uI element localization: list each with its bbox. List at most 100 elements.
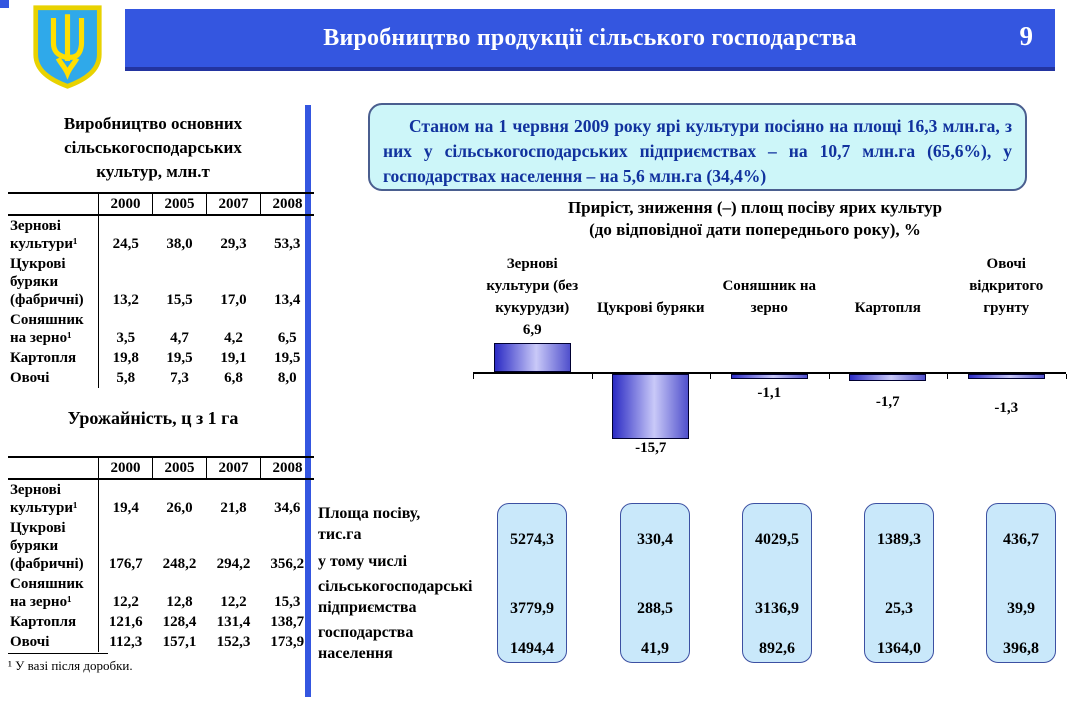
page-number: 9: [1019, 21, 1034, 51]
area-box-value-enterprises: 3779,9: [510, 600, 554, 617]
value-cell: 19,8: [112, 350, 139, 366]
area-box: 436,7 39,9 396,8: [986, 503, 1056, 663]
year-header-cell: 2007: [206, 192, 261, 216]
area-box-value-households: 1364,0: [877, 640, 921, 657]
value-cell: 26,0: [166, 500, 193, 516]
row-label-cell: Овочі: [8, 368, 99, 388]
value-cell: 19,4: [112, 500, 139, 516]
page-title: Виробництво продукції сільського господа…: [323, 24, 857, 51]
row-label-cell: Овочі: [8, 632, 99, 652]
footnote-rule: [8, 653, 108, 654]
area-row-label: у тому числі: [318, 553, 408, 570]
value-cell: 3,5: [116, 330, 136, 346]
area-box-value-total: 330,4: [637, 531, 673, 548]
chart-x-axis: [473, 372, 1066, 374]
table-row: Овочі 112,3 157,1 152,3 173,9: [8, 632, 314, 652]
axis-tick-mark: [828, 374, 830, 379]
value-cell: 356,2: [270, 556, 305, 572]
chart-bar-value: -1,3: [994, 400, 1019, 417]
area-box-value-total: 5274,3: [510, 531, 554, 548]
chart-category-text: Цукрові буряки: [597, 300, 705, 316]
area-box-value-enterprises: 288,5: [637, 600, 673, 617]
value-cell: 19,5: [166, 350, 193, 366]
chart-category-label: Соняшник на зерно: [710, 243, 829, 319]
chart-bar: [849, 374, 927, 382]
chart-bar-value: -1,7: [875, 394, 900, 411]
yield-table: 2000 2005 2007 2008 Зернові культури¹ 19,4 26,…: [8, 456, 314, 652]
value-cell: 12,2: [220, 594, 247, 610]
ukraine-coat-of-arms-icon: [33, 5, 102, 89]
chart-category-text: Зернові культури (без кукурудзи): [486, 256, 579, 316]
chart-category-label: Картопля: [829, 243, 948, 319]
table-row: Зернові культури¹ 19,4 26,0 21,8 34,6: [8, 479, 314, 518]
chart-category-label: Зернові культури (без кукурудзи): [473, 243, 592, 319]
vertical-divider: [305, 105, 311, 697]
area-box-value-total: 4029,5: [755, 531, 799, 548]
area-row-label: Площа посіву, тис.га: [318, 505, 421, 543]
value-cell: 24,5: [112, 236, 139, 252]
year-header-cell: 2008: [260, 456, 314, 480]
value-cell: 131,4: [216, 614, 251, 630]
header-bar: Виробництво продукції сільського господа…: [125, 9, 1055, 71]
area-box: 1389,3 25,3 1364,0: [864, 503, 934, 663]
value-cell: 12,2: [112, 594, 139, 610]
table-row: Соняшник на зерно¹ 3,5 4,7 4,2 6,5: [8, 310, 314, 348]
chart-category-label: Овочі відкритого грунту: [947, 243, 1066, 319]
value-cell: 248,2: [162, 556, 197, 572]
table-corner-cell: [8, 456, 99, 480]
year-header-cell: 2005: [152, 192, 207, 216]
chart-title: Приріст, зниження (–) площ посіву ярих к…: [567, 198, 943, 239]
value-cell: 294,2: [216, 556, 251, 572]
yield-table-title: Урожайність, ц з 1 га: [67, 408, 239, 428]
value-cell: 29,3: [220, 236, 247, 252]
axis-tick-mark: [1065, 374, 1067, 379]
value-cell: 38,0: [166, 236, 193, 252]
value-cell: 12,8: [166, 594, 193, 610]
table-row: Картопля 121,6 128,4 131,4 138,7: [8, 612, 314, 632]
area-box-value-households: 41,9: [641, 640, 669, 657]
row-label-cell: Соняшник на зерно¹: [8, 574, 99, 612]
table-corner-cell: [8, 192, 99, 216]
value-cell: 6,5: [277, 330, 297, 346]
area-box: 5274,3 3779,9 1494,4: [497, 503, 567, 663]
value-cell: 21,8: [220, 500, 247, 516]
row-label-cell: Зернові культури¹: [8, 479, 99, 518]
area-box-value-households: 396,8: [1003, 640, 1039, 657]
footnote-text: ¹ У вазі після доробки.: [8, 658, 133, 673]
row-label-cell: Цукрові буряки (фабричні): [8, 518, 99, 574]
table-row: Зернові культури¹ 24,5 38,0 29,3 53,3: [8, 215, 314, 254]
area-box-value-enterprises: 25,3: [885, 600, 913, 617]
area-row-label: господарства населення: [318, 624, 414, 662]
area-box-value-total: 436,7: [1003, 531, 1039, 548]
row-label-cell: Цукрові буряки (фабричні): [8, 254, 99, 310]
row-label-cell: Картопля: [8, 348, 99, 368]
value-cell: 152,3: [216, 634, 251, 650]
value-cell: 138,7: [270, 614, 305, 630]
row-label-cell: Картопля: [8, 612, 99, 632]
axis-tick-mark: [473, 374, 474, 379]
value-cell: 13,4: [274, 292, 301, 308]
chart-bar-value: -1,1: [757, 384, 782, 401]
value-cell: 15,3: [274, 594, 301, 610]
area-box-value-households: 892,6: [759, 640, 795, 657]
value-cell: 6,8: [224, 370, 243, 386]
table-header-row: 2000 2005 2007 2008: [8, 192, 314, 216]
year-header-cell: 2000: [98, 456, 153, 480]
year-header-cell: 2007: [206, 456, 261, 480]
area-row-label: сільськогосподарські підприємства: [318, 578, 473, 616]
area-box-value-enterprises: 39,9: [1007, 600, 1035, 617]
area-box-value-total: 1389,3: [877, 531, 921, 548]
chart-bar-value: -15,7: [635, 440, 667, 457]
value-cell: 128,4: [162, 614, 197, 630]
value-cell: 4,2: [224, 330, 243, 346]
chart-bar: [612, 374, 690, 440]
value-cell: 15,5: [166, 292, 193, 308]
value-cell: 53,3: [274, 236, 301, 252]
value-cell: 176,7: [108, 556, 143, 572]
table-row: Овочі 5,8 7,3 6,8 8,0: [8, 368, 314, 388]
year-header-cell: 2008: [260, 192, 314, 216]
value-cell: 4,7: [170, 330, 189, 346]
table-row: Картопля 19,8 19,5 19,1 19,5: [8, 348, 314, 368]
table-row: Цукрові буряки (фабричні) 13,2 15,5 17,0 13,…: [8, 254, 314, 310]
chart-bar: [730, 374, 808, 379]
